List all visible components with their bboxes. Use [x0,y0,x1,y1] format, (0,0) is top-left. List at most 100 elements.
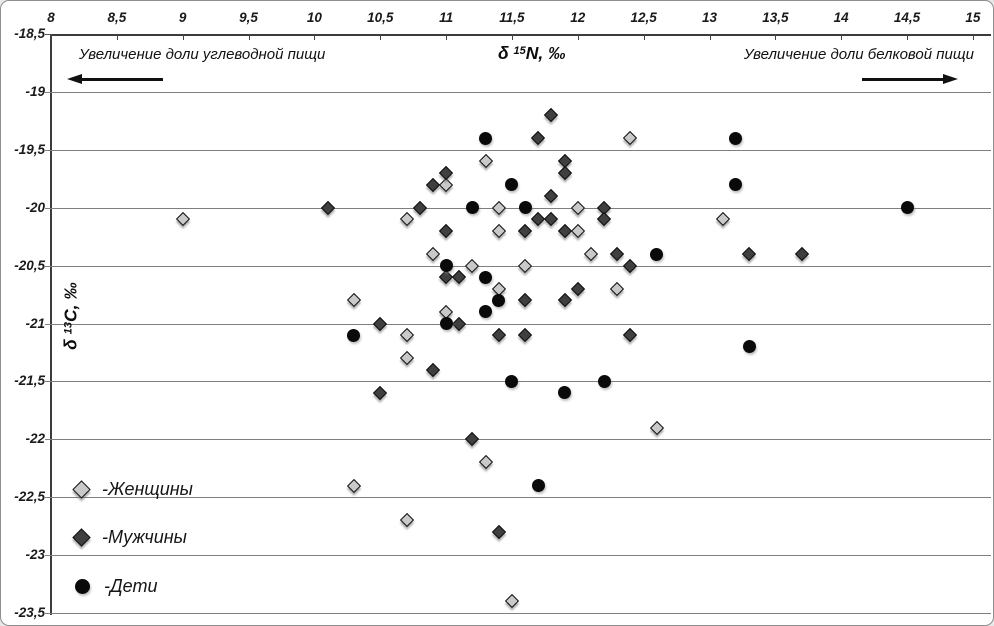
y-axis-title: δ 13C, ‰ [60,282,81,350]
point-women [623,131,638,146]
point-women [583,246,599,262]
point-women [175,212,190,227]
point-men [570,281,585,296]
gridline [45,381,991,383]
point-men [623,328,638,343]
x-axis-title: δ 15N, ‰ [498,43,566,63]
legend-item-men: -Мужчины [72,525,187,549]
point-men [557,165,572,181]
point-children [479,131,493,145]
point-men [439,165,454,181]
x-tick-mark [709,34,711,40]
x-tick-mark [116,34,118,40]
point-men [439,223,454,238]
x-tick-label: 14 [833,10,849,25]
point-men [557,223,572,238]
point-men [518,328,533,343]
point-women [570,223,585,238]
point-men [557,293,572,308]
point-children [505,178,519,192]
x-tick-label: 11,5 [499,10,525,25]
y-tick-label: -19 [25,83,45,99]
point-children [505,374,519,388]
y-tick-mark [45,34,51,35]
point-women [425,246,440,262]
point-women [399,513,414,528]
point-children [479,305,493,319]
x-tick-mark [577,34,579,40]
legend-label-women: -Женщины [102,478,193,499]
gridline [45,91,991,93]
gridline [45,439,991,441]
gridline [45,149,991,151]
x-tick-mark [248,34,250,40]
x-tick-mark [643,34,645,40]
gridline [45,613,991,614]
x-tick-mark [907,34,909,40]
y-tick-label: -18,5 [14,26,45,41]
legend-item-children: -Дети [75,574,157,598]
y-tick-label: -21,5 [14,373,45,389]
point-children [729,131,743,145]
point-men [491,328,506,343]
gridline [45,555,991,557]
point-children [347,328,361,342]
point-men [597,212,612,227]
point-men [491,524,506,540]
point-children [742,340,756,354]
point-men [439,270,454,285]
y-tick-label: -20 [25,199,45,215]
point-men [531,131,546,146]
children-circle-icon [75,578,90,594]
men-diamond-icon [72,527,91,547]
x-tick-label: 15 [965,10,981,25]
point-women [346,293,361,308]
point-children [650,247,664,261]
x-tick-label: 10 [306,10,322,25]
x-tick-label: 8 [47,10,55,25]
point-women [399,328,414,343]
point-men [741,246,757,262]
legend-label-men: -Мужчины [102,526,187,547]
point-children [492,293,506,307]
point-children [518,201,532,215]
x-axis-line [50,34,991,36]
legend-label-children: -Дети [104,575,158,596]
x-tick-mark [380,34,382,40]
y-axis-line [50,34,52,615]
y-tick-label: -19,5 [14,141,45,157]
point-women [399,212,414,227]
point-men [373,385,388,401]
x-tick-label: 8,5 [107,10,127,25]
point-men [452,316,467,331]
x-tick-label: 9,5 [239,10,258,25]
x-tick-label: 9 [178,10,187,25]
point-men [544,212,559,227]
left-arrow-icon [67,73,163,85]
x-tick-mark [972,34,974,40]
point-women [570,200,585,215]
point-women [491,223,506,238]
x-tick-label: 12,5 [630,10,657,25]
x-tick-label: 11 [439,10,454,25]
x-tick-label: 12 [570,10,586,25]
point-children [439,259,453,273]
x-tick-mark [51,34,52,40]
point-men [544,107,559,123]
point-women [346,478,361,493]
y-tick-label: -23 [25,547,45,563]
protein-food-annotation: Увеличение доли белковой пищи [743,46,974,63]
point-children [479,270,493,284]
point-women [504,594,520,609]
point-men [518,293,533,308]
x-tick-mark [314,34,316,40]
point-men [610,246,625,262]
point-women [491,200,506,215]
x-tick-label: 13 [701,10,718,25]
y-tick-label: -20,5 [14,257,45,273]
women-diamond-icon [72,479,91,499]
point-women [518,258,533,273]
point-children [558,386,572,400]
point-men [425,177,440,192]
point-children [439,317,453,330]
